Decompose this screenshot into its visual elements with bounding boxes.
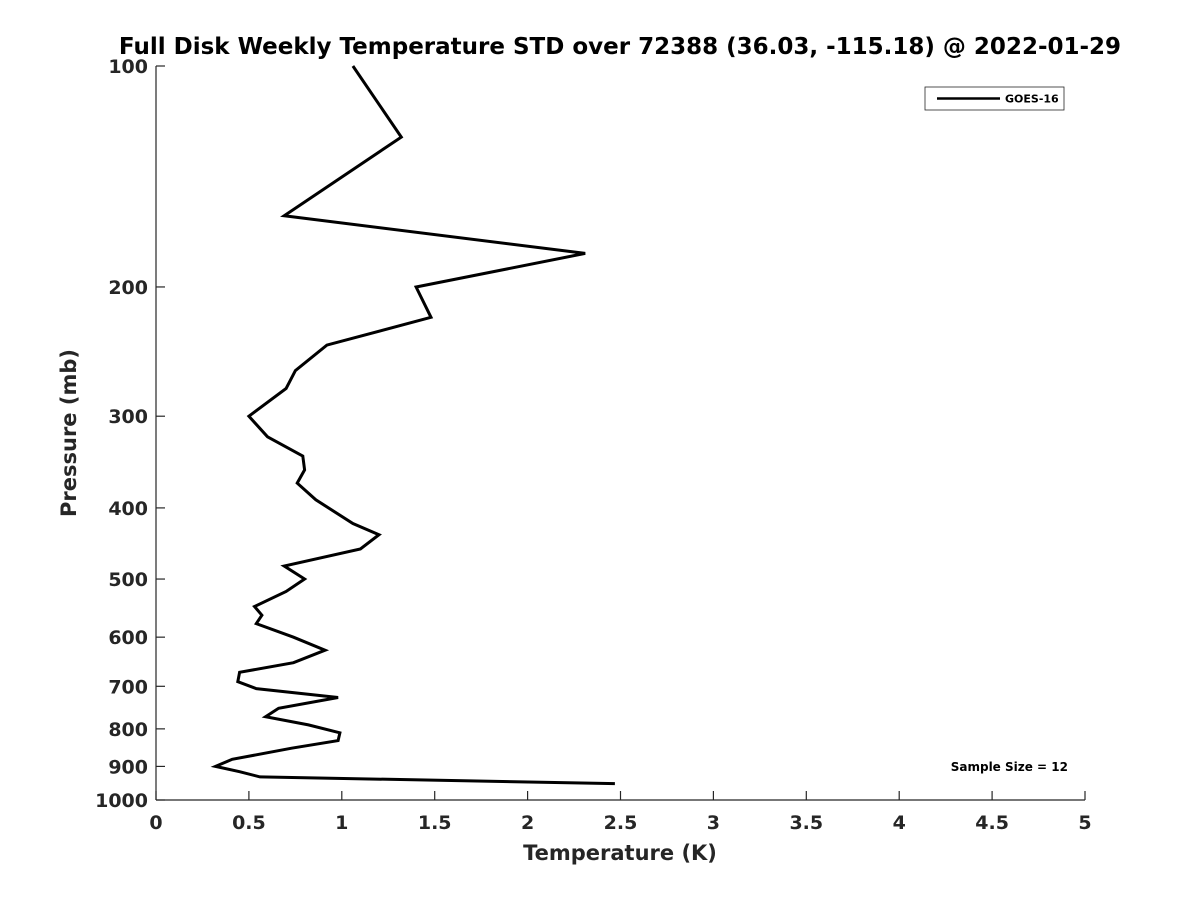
- x-tick-label: 3.5: [789, 812, 823, 834]
- y-tick-label: 800: [108, 719, 148, 741]
- y-axis-ticks: 100 200 300 400 500 600 700 800 900 1000: [95, 56, 165, 812]
- x-tick-label: 0.5: [232, 812, 266, 834]
- chart-title: Full Disk Weekly Temperature STD over 72…: [119, 34, 1121, 60]
- series-line-goes-16: [210, 65, 615, 786]
- x-tick-label: 0: [149, 812, 162, 834]
- x-tick-label: 3: [707, 812, 720, 834]
- y-tick-label: 500: [108, 569, 148, 591]
- y-tick-label: 600: [108, 627, 148, 649]
- x-tick-label: 4: [893, 812, 906, 834]
- x-axis-label: Temperature (K): [523, 841, 717, 865]
- x-tick-label: 5: [1078, 812, 1091, 834]
- x-tick-label: 2.5: [604, 812, 638, 834]
- legend: GOES-16: [924, 86, 1065, 111]
- y-tick-label: 1000: [95, 790, 148, 812]
- x-tick-label: 2: [521, 812, 534, 834]
- y-tick-label: 200: [108, 277, 148, 299]
- x-tick-label: 1: [335, 812, 348, 834]
- legend-label-goes-16: GOES-16: [1005, 93, 1059, 106]
- sample-size-annotation: Sample Size = 12: [951, 760, 1068, 774]
- series-layer: [210, 65, 615, 786]
- x-tick-label: 4.5: [975, 812, 1009, 834]
- y-axis-label: Pressure (mb): [57, 349, 81, 517]
- x-axis-ticks: 0 0.5 1 1.5 2 2.5 3 3.5 4 4.5 5: [149, 791, 1092, 834]
- y-tick-label: 100: [108, 56, 148, 78]
- y-tick-label: 300: [108, 406, 148, 428]
- y-tick-label: 700: [108, 676, 148, 698]
- y-tick-label: 400: [108, 498, 148, 520]
- y-tick-label: 900: [108, 756, 148, 778]
- x-tick-label: 1.5: [418, 812, 452, 834]
